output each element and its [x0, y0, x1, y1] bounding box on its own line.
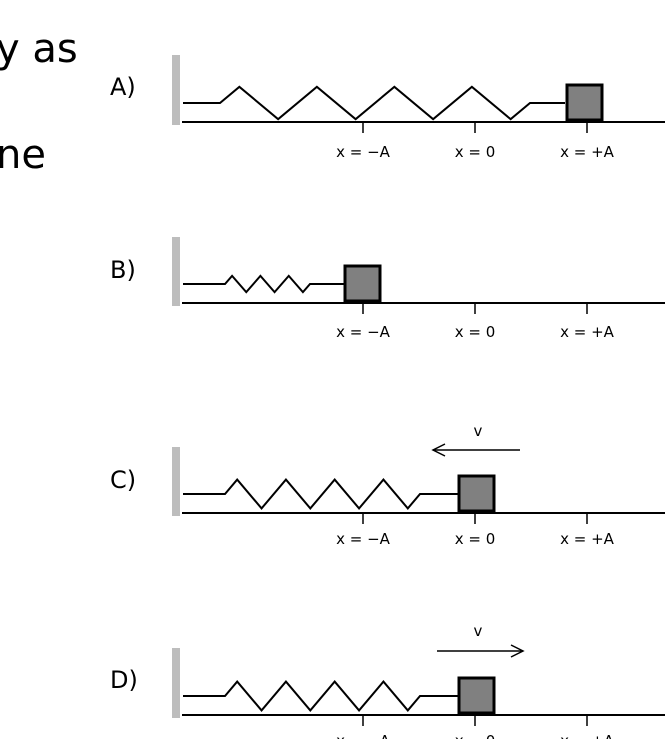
block — [565, 83, 604, 122]
position-label: x = +A — [560, 323, 615, 341]
spring — [183, 478, 459, 510]
position-label: x = −A — [336, 143, 391, 161]
title-fragment: y as — [0, 26, 78, 72]
position-label: x = 0 — [455, 323, 496, 341]
wall — [172, 237, 180, 306]
arrow-head — [431, 443, 446, 457]
position-label: x = 0 — [455, 143, 496, 161]
velocity-label: v — [474, 622, 483, 640]
spring — [183, 274, 345, 294]
wall — [172, 447, 180, 516]
velocity-label: v — [474, 422, 483, 440]
block — [457, 474, 496, 513]
panel-label: C) — [110, 466, 136, 494]
title-fragment: ne — [0, 132, 46, 178]
position-label: x = 0 — [455, 530, 496, 548]
position-label: x = −A — [336, 323, 391, 341]
position-label: x = +A — [560, 530, 615, 548]
arrow-head — [510, 644, 525, 658]
wall — [172, 55, 180, 125]
wall — [172, 648, 180, 718]
position-label: x = −A — [336, 530, 391, 548]
position-label: x = −A — [336, 732, 391, 739]
panel-label: A) — [110, 73, 136, 101]
position-label: x = +A — [560, 143, 615, 161]
block — [343, 264, 382, 303]
block — [457, 676, 496, 715]
spring — [183, 680, 459, 712]
panel-label: D) — [110, 666, 138, 694]
panel-label: B) — [110, 256, 136, 284]
position-label: x = +A — [560, 732, 615, 739]
spring — [183, 85, 565, 121]
position-label: x = 0 — [455, 732, 496, 739]
